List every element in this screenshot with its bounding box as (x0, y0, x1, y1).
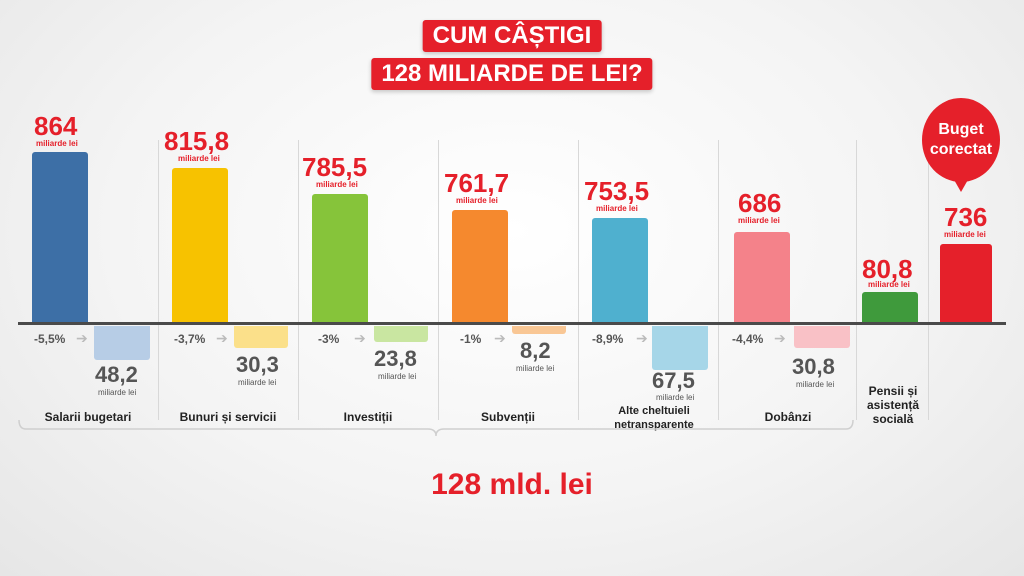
arrow-right-icon: ➔ (494, 330, 506, 346)
buget-corectat-badge: Buget corectat (922, 98, 1000, 182)
bar-salarii (32, 152, 88, 322)
arrow-right-icon: ➔ (774, 330, 786, 346)
value-label: 761,7 (444, 168, 510, 198)
reduction-value: 48,2 (95, 362, 138, 387)
reduction-unit: miliarde lei (516, 364, 555, 373)
unit-label: miliarde lei (868, 280, 910, 289)
column-separator (856, 140, 857, 420)
reduction-unit: miliarde lei (378, 372, 417, 381)
change-percent: -8,9% (592, 332, 624, 346)
value-label: 686 (738, 188, 782, 218)
bar-alte-cheltuieli (592, 218, 648, 322)
reduction-value: 23,8 (374, 346, 417, 371)
category-label: Investiții (343, 410, 393, 424)
unit-label: miliarde lei (738, 216, 780, 225)
category-label: Dobânzi (764, 410, 812, 424)
reduction-unit: miliarde lei (238, 378, 277, 387)
bar-reduction (512, 326, 566, 334)
reduction-unit: miliarde lei (796, 380, 835, 389)
unit-label: miliarde lei (178, 154, 220, 163)
category-label: Bunuri și servicii (179, 410, 277, 424)
arrow-right-icon: ➔ (636, 330, 648, 346)
reduction-unit: miliarde lei (656, 393, 695, 402)
change-percent: -3,7% (174, 332, 206, 346)
bar-dobanzi (734, 232, 790, 322)
change-percent: -1% (460, 332, 482, 346)
bar-reduction (374, 326, 428, 342)
bar-subventii (452, 210, 508, 322)
value-label: 753,5 (584, 176, 650, 206)
grouping-brace (18, 420, 854, 436)
category-label: Alte cheltuieli netransparente (614, 405, 694, 431)
category-label: Pensii și asistență socială (866, 384, 920, 426)
reduction-value: 8,2 (520, 338, 551, 363)
bar-reduction (794, 326, 850, 348)
category-label: Salarii bugetari (44, 410, 132, 424)
column-separator (298, 140, 299, 420)
category-label: Subvenții (480, 410, 535, 424)
reduction-value: 30,3 (236, 352, 279, 377)
column-separator (438, 140, 439, 420)
chart-axis (18, 322, 1006, 325)
reduction-unit: miliarde lei (98, 388, 137, 397)
title-line-1: CUM CÂȘTIGI (422, 20, 602, 52)
bar-reduction (94, 326, 150, 360)
reduction-value: 67,5 (652, 368, 695, 393)
column-separator (578, 140, 579, 420)
unit-label: miliarde lei (596, 204, 638, 213)
value-label: 80,8 (862, 254, 913, 284)
change-percent: -4,4% (732, 332, 764, 346)
value-label: 864 (34, 111, 78, 141)
column-separator (928, 140, 929, 420)
title-line-2: 128 MILIARDE DE LEI? (371, 58, 653, 90)
unit-label: miliarde lei (456, 196, 498, 205)
value-label: 815,8 (164, 126, 230, 156)
bar-pensii (862, 292, 918, 322)
unit-label: miliarde lei (944, 230, 986, 239)
change-percent: -5,5% (34, 332, 66, 346)
column-separator (718, 140, 719, 420)
change-percent: -3% (318, 332, 340, 346)
bar-reduction (234, 326, 288, 348)
unit-label: miliarde lei (36, 139, 78, 148)
bar-bunuri (172, 168, 228, 322)
value-label: 785,5 (302, 152, 368, 182)
unit-label: miliarde lei (316, 180, 358, 189)
arrow-right-icon: ➔ (76, 330, 88, 346)
value-label: 736 (944, 202, 988, 232)
column-separator (158, 140, 159, 420)
bar-buget-corectat (940, 244, 992, 322)
arrow-right-icon: ➔ (216, 330, 228, 346)
bar-reduction (652, 326, 708, 370)
bar-investitii (312, 194, 368, 322)
total-label: 128 mld. lei (431, 468, 593, 501)
badge-pointer (953, 178, 969, 192)
arrow-right-icon: ➔ (354, 330, 366, 346)
reduction-value: 30,8 (792, 354, 835, 379)
